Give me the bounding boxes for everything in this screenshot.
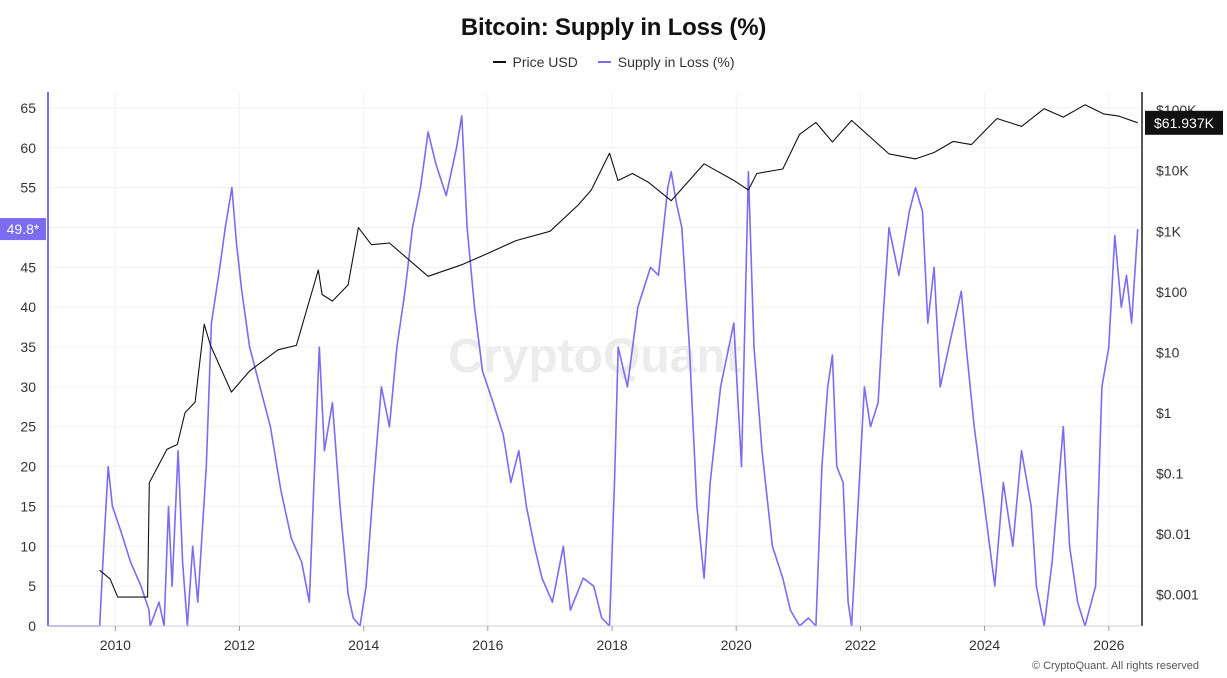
right-tick-label: $1K: [1156, 223, 1182, 239]
x-tick-label: 2016: [472, 637, 503, 653]
chart-title: Bitcoin: Supply in Loss (%): [460, 14, 767, 41]
right-value-badge-bg: [1145, 110, 1223, 135]
x-tick-label: 2024: [969, 637, 1000, 653]
legend-entry-price[interactable]: Price USD: [492, 54, 578, 70]
x-tick-label: 2020: [721, 637, 752, 653]
right-tick-label: $0.1: [1156, 465, 1183, 481]
left-tick-label: 65: [20, 100, 36, 116]
watermark: CryptoQuant: [448, 330, 741, 383]
left-tick-label: 35: [20, 339, 36, 355]
axes: [47, 92, 1143, 627]
x-tick-label: 2010: [100, 637, 131, 653]
legend: Price USD Supply in Loss (%): [0, 54, 1227, 70]
left-tick-label: 15: [20, 498, 36, 514]
legend-swatch-supply-in-loss: [597, 61, 611, 64]
series-line-supply-in-loss[interactable]: [48, 115, 1139, 627]
left-axis-ticks: 05101520253035404550556065: [20, 100, 36, 634]
right-tick-label: $10: [1156, 344, 1180, 360]
grid-lines: [48, 92, 1142, 627]
right-tick-label: $0.001: [1156, 586, 1199, 602]
left-tick-label: 5: [28, 578, 36, 594]
legend-swatch-price: [492, 61, 506, 64]
left-value-badge: 49.8*: [7, 221, 40, 237]
current-value-badges: 49.8* $61.937K: [0, 110, 1223, 241]
right-axis-ticks: $0.001$0.01$0.1$1$10$100$1K$10K$100K: [1156, 102, 1199, 602]
left-tick-label: 40: [20, 299, 36, 315]
x-tick-label: 2026: [1093, 637, 1124, 653]
right-tick-label: $100: [1156, 284, 1187, 300]
x-axis-ticks: 2010 2012 2014 2016 2018 2020 2022 2024 2026: [100, 626, 1125, 653]
series-layer: [48, 104, 1139, 627]
left-tick-label: 20: [20, 459, 36, 475]
x-tick-label: 2012: [224, 637, 255, 653]
left-tick-label: 55: [20, 180, 36, 196]
x-tick-label: 2014: [348, 637, 379, 653]
left-tick-label: 30: [20, 379, 36, 395]
left-tick-label: 60: [20, 140, 36, 156]
copyright-footer: © CryptoQuant. All rights reserved: [1031, 660, 1199, 672]
legend-label-supply-in-loss: Supply in Loss (%): [617, 54, 735, 70]
right-value-badge: $61.937K: [1154, 115, 1215, 131]
left-tick-label: 10: [20, 538, 36, 554]
left-tick-label: 0: [28, 618, 36, 634]
x-tick-label: 2018: [597, 637, 628, 653]
legend-entry-supply-in-loss[interactable]: Supply in Loss (%): [597, 54, 735, 70]
left-tick-label: 45: [20, 259, 36, 275]
series-line-price-usd[interactable]: [99, 104, 1138, 598]
legend-label-price: Price USD: [512, 54, 578, 70]
right-tick-label: $1: [1156, 405, 1172, 421]
left-value-badge-bg: [0, 218, 46, 241]
right-tick-label: $0.01: [1156, 526, 1191, 542]
left-tick-label: 25: [20, 419, 36, 435]
right-tick-label: $10K: [1156, 163, 1189, 179]
x-tick-label: 2022: [845, 637, 876, 653]
